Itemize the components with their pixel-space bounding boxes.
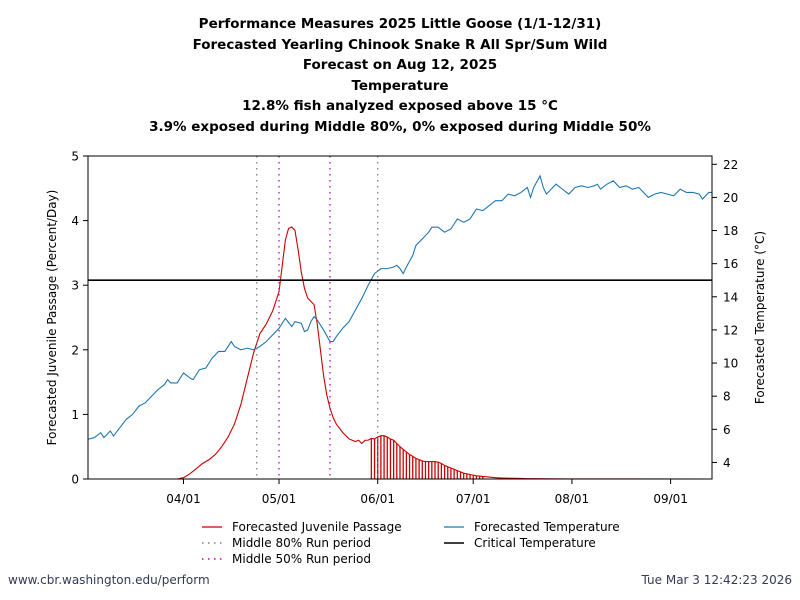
y-tick-label: 5: [71, 150, 79, 164]
y2-tick-label: 20: [723, 191, 738, 205]
y2-tick-label: 6: [723, 423, 731, 437]
y2-tick-label: 16: [723, 257, 738, 271]
title-line-5: 12.8% fish analyzed exposed above 15 °C: [242, 98, 558, 115]
title-line-6: 3.9% exposed during Middle 80%, 0% expos…: [149, 118, 651, 135]
y-tick-label: 4: [71, 214, 79, 228]
chart-title: Performance Measures 2025 Little Goose (…: [0, 14, 800, 138]
legend-label-passage: Forecasted Juvenile Passage: [232, 520, 402, 534]
x-tick-label: 07/01: [456, 492, 491, 506]
y-tick-label: 0: [71, 473, 79, 487]
title-line-2: Forecasted Yearling Chinook Snake R All …: [192, 36, 608, 53]
title-line-3: Forecast on Aug 12, 2025: [302, 57, 498, 74]
x-tick-label: 05/01: [262, 492, 297, 506]
legend-label-critical: Critical Temperature: [474, 536, 596, 550]
passage-series-line: [177, 226, 713, 480]
y2-tick-label: 12: [723, 323, 738, 337]
title-line-1: Performance Measures 2025 Little Goose (…: [198, 16, 602, 32]
title-line-4: Temperature: [351, 77, 449, 94]
x-tick-label: 06/01: [360, 492, 395, 506]
x-tick-label: 08/01: [555, 492, 590, 506]
y2-tick-label: 22: [723, 158, 738, 172]
y-tick-label: 1: [71, 408, 79, 422]
timestamp: Tue Mar 3 12:42:23 2026: [641, 573, 792, 587]
y2-tick-label: 10: [723, 357, 738, 371]
source-url: www.cbr.washington.edu/perform: [8, 573, 210, 587]
x-tick-label: 04/01: [166, 492, 201, 506]
y-tick-label: 2: [71, 343, 79, 357]
x-tick-label: 09/01: [653, 492, 688, 506]
legend-label-temperature: Forecasted Temperature: [474, 520, 620, 534]
y2-tick-label: 18: [723, 224, 738, 238]
legend-label-middle50: Middle 50% Run period: [232, 552, 371, 566]
y2-tick-label: 8: [723, 390, 731, 404]
y2-axis-label: Forecasted Temperature (°C): [753, 231, 767, 404]
y2-tick-label: 4: [723, 456, 731, 470]
plot-frame: [87, 155, 713, 480]
y-axis-label: Forecasted Juvenile Passage (Percent/Day…: [45, 190, 59, 446]
legend-label-middle80: Middle 80% Run period: [232, 536, 371, 550]
temperature-series-line: [87, 174, 712, 440]
y2-tick-label: 14: [723, 290, 738, 304]
y-tick-label: 3: [71, 279, 79, 293]
